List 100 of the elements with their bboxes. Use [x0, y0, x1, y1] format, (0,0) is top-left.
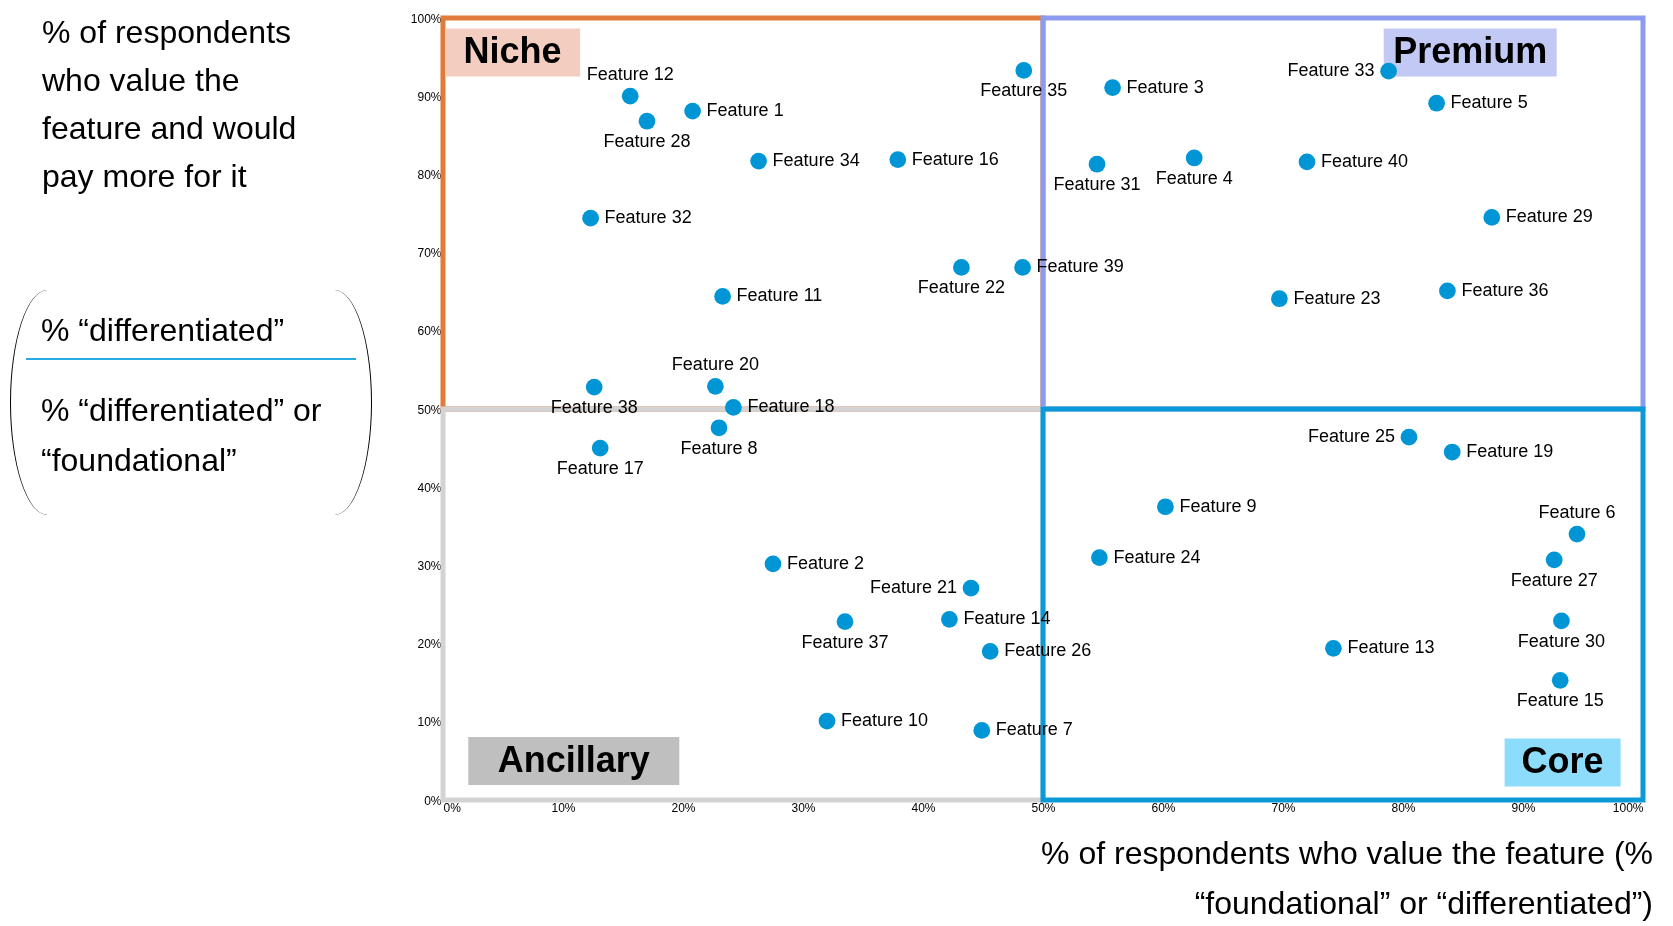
x-tick-label: 20%	[671, 800, 696, 815]
point	[714, 288, 731, 305]
y-tick-label: 50%	[417, 402, 442, 417]
data-label: Feature 12	[586, 64, 674, 85]
point	[836, 613, 854, 631]
data-label: Feature 11	[736, 285, 823, 306]
point	[1428, 94, 1445, 112]
y-tick-label: 20%	[417, 637, 442, 652]
data-label: Feature 4	[1155, 167, 1233, 188]
data-label: Feature 23	[1293, 287, 1381, 308]
point	[1400, 428, 1418, 446]
point	[684, 102, 701, 120]
data-label: Feature 21	[869, 577, 957, 598]
data-label: Feature 8	[680, 437, 758, 458]
data-label: Feature 40	[1321, 150, 1409, 171]
y-axis-title: % of respondents who value the feature and would pay more for it	[42, 13, 298, 196]
data-label: Feature 39	[1036, 256, 1124, 277]
y-tick-label: 100%	[410, 11, 442, 26]
x-tick-label: 60%	[1151, 800, 1176, 815]
data-label: Feature 32	[604, 207, 692, 228]
data-label: Feature 33	[1287, 60, 1375, 81]
data-label: Feature 20	[671, 354, 759, 375]
data-label: Feature 24	[1113, 546, 1201, 567]
y-tick-label: 30%	[417, 558, 442, 573]
y-tick-label: 40%	[417, 480, 442, 495]
data-label: Feature 29	[1505, 206, 1593, 227]
point	[1104, 79, 1121, 96]
point	[582, 209, 599, 227]
point	[707, 377, 724, 395]
point	[1157, 498, 1174, 516]
point	[1185, 149, 1203, 167]
point	[981, 643, 999, 660]
data-label: Feature 3	[1126, 76, 1204, 97]
point	[973, 722, 991, 739]
y-tick-label: 80%	[417, 167, 442, 182]
point	[818, 712, 836, 730]
data-label: Feature 25	[1307, 426, 1395, 447]
point	[1015, 62, 1033, 79]
data-label: Feature 30	[1517, 630, 1605, 651]
point	[1443, 443, 1461, 461]
data-label: Feature 22	[917, 277, 1005, 298]
point	[1551, 672, 1569, 689]
data-label: Feature 36	[1461, 279, 1549, 300]
data-label: Feature 17	[556, 458, 644, 479]
point	[1568, 525, 1586, 543]
point	[750, 152, 767, 170]
data-label: Feature 38	[550, 397, 638, 418]
point	[962, 579, 980, 597]
x-tick-label: 30%	[791, 800, 816, 815]
x-tick-label: 50%	[1031, 800, 1056, 815]
data-label: Feature 37	[801, 631, 889, 652]
x-tick-label: 100%	[1612, 800, 1644, 815]
point	[591, 439, 609, 457]
x-tick-label: 90%	[1511, 800, 1536, 815]
data-label: Feature 16	[911, 148, 999, 169]
data-label: Feature 15	[1516, 690, 1604, 711]
point	[1271, 290, 1288, 308]
point	[1439, 282, 1456, 300]
point	[953, 259, 970, 276]
data-label: Feature 28	[603, 131, 691, 152]
point	[585, 378, 603, 396]
data-label: Feature 6	[1538, 502, 1616, 523]
y-tick-label: 90%	[417, 89, 442, 104]
point	[1380, 62, 1397, 80]
x-tick-label: 0%	[443, 800, 462, 815]
point	[710, 419, 728, 437]
point	[1298, 153, 1316, 171]
data-label: Feature 34	[772, 150, 860, 171]
x-tick-label: 10%	[551, 800, 576, 815]
data-label: Feature 1	[706, 100, 784, 121]
y-tick-label: 10%	[417, 715, 442, 730]
x-tick-label: 70%	[1271, 800, 1296, 815]
y-tick-label: 60%	[417, 324, 442, 339]
y-tick-label: 70%	[417, 246, 442, 261]
annotation: Niche	[463, 30, 562, 72]
point	[1553, 612, 1570, 630]
x-axis-title: % of respondents who value the feature (% “foundational” or “differentiated”)	[1040, 834, 1653, 923]
data-label: Feature 10	[841, 710, 929, 731]
data-label: Feature 19	[1466, 441, 1554, 462]
point	[638, 112, 656, 130]
point	[941, 611, 958, 628]
annotation: Premium	[1393, 30, 1548, 72]
point	[621, 87, 639, 105]
point	[1325, 639, 1342, 657]
point	[1483, 209, 1501, 226]
data-label: Feature 18	[747, 396, 835, 417]
data-label: Feature 35	[980, 80, 1068, 101]
annotation: Core	[1521, 740, 1604, 782]
point	[889, 151, 907, 168]
point	[764, 555, 782, 573]
data-label: Feature 5	[1450, 92, 1528, 113]
point	[1088, 155, 1106, 173]
point	[1091, 549, 1108, 566]
data-label: Feature 13	[1347, 637, 1435, 658]
point	[1014, 259, 1031, 276]
data-label: Feature 27	[1510, 569, 1598, 590]
data-label: Feature 2	[787, 552, 865, 573]
point	[1545, 551, 1563, 569]
data-label: Feature 31	[1053, 174, 1141, 195]
data-label: Feature 9	[1179, 495, 1257, 516]
